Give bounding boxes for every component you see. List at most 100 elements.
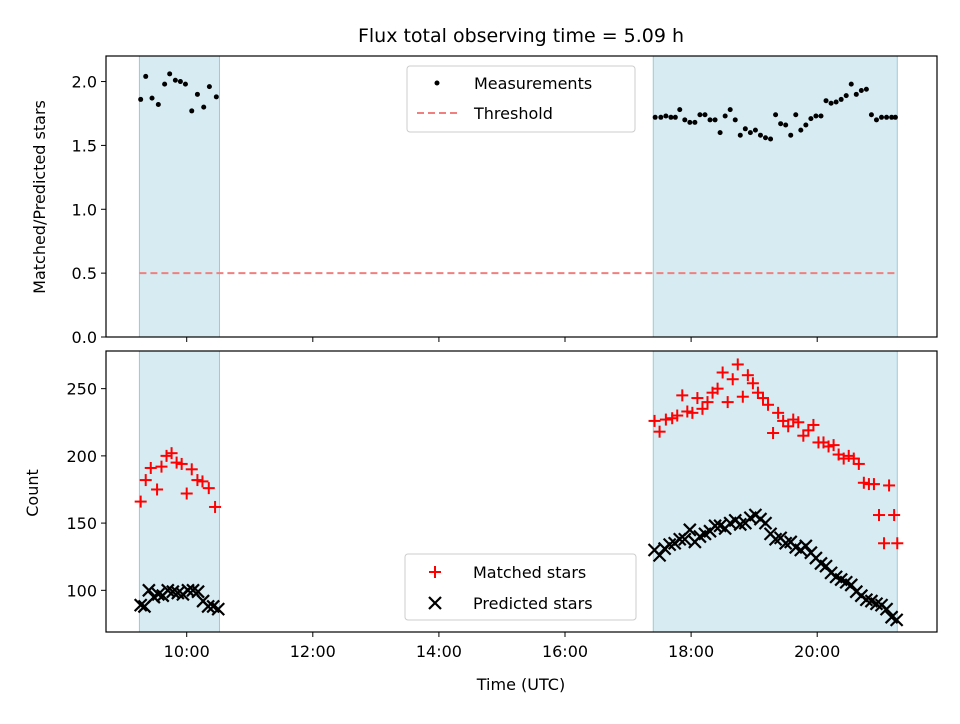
y-tick-label: 150	[66, 514, 97, 533]
measurements-point	[658, 114, 664, 120]
top-legend: Measurements Threshold	[406, 65, 636, 133]
x-tick-label: 16:00	[542, 642, 588, 661]
measurements-point	[717, 130, 723, 136]
bottom-panel: 100 150 200 250 10:00 12:00 14:00 16:00 18:00 20…	[23, 350, 938, 694]
measurements-point	[879, 114, 885, 120]
predicted-stars-point	[889, 613, 904, 627]
measurements-point	[873, 117, 879, 123]
measurements-point	[798, 127, 804, 133]
legend-predicted-marker	[428, 596, 442, 610]
matched-stars-point	[787, 413, 800, 426]
legend-measurements-label: Measurements	[474, 74, 592, 93]
measurements-point	[868, 112, 874, 118]
predicted-stars-point	[758, 516, 773, 530]
matched-stars-point	[185, 463, 198, 476]
measurements-point	[783, 122, 789, 128]
measurements-point	[742, 126, 748, 132]
matched-stars-point	[160, 449, 173, 462]
y-tick-label: 100	[66, 581, 97, 600]
predicted-stars-point	[201, 599, 215, 614]
matched-stars-point	[696, 402, 709, 415]
matched-stars-point	[782, 420, 795, 433]
measurements-point	[808, 116, 814, 122]
measurements-point	[803, 122, 809, 128]
matched-stars-point	[756, 392, 769, 405]
measurements-point	[672, 114, 678, 120]
measurements-point	[687, 119, 693, 125]
predicted-stars-point	[652, 548, 667, 563]
chart-title: Flux total observing time = 5.09 h	[358, 25, 684, 47]
top-y-axis-label: Matched/Predicted stars	[30, 100, 49, 294]
matched-stars-point	[797, 429, 810, 442]
top-panel: Flux total observing time = 5.09 h 0.0 0.…	[30, 25, 938, 347]
matched-stars-point	[822, 440, 835, 453]
matched-stars-point	[751, 386, 764, 399]
measurements-point	[793, 112, 799, 118]
measurements-point	[162, 81, 168, 87]
x-tick-label: 10:00	[164, 642, 210, 661]
measurements-point	[768, 136, 774, 142]
measurements-point	[863, 86, 869, 92]
predicted-stars-point	[683, 523, 697, 537]
y-tick-label: 2.0	[72, 73, 97, 92]
legend-predicted-label: Predicted stars	[473, 594, 593, 613]
legend-matched-marker	[429, 566, 441, 578]
measurements-point	[853, 91, 859, 97]
matched-stars-point	[134, 495, 147, 508]
matched-stars-point	[721, 396, 734, 409]
matched-stars-point	[196, 475, 209, 488]
predicted-stars-point	[151, 587, 166, 602]
matched-stars-point	[202, 482, 215, 495]
matched-stars-point	[681, 405, 694, 418]
matched-stars-point	[165, 447, 178, 460]
predicted-stars-point	[879, 602, 894, 616]
x-tick-label: 14:00	[416, 642, 462, 661]
measurements-point	[206, 84, 212, 90]
top-plot-frame	[105, 55, 938, 338]
predicted-stars-point	[819, 559, 833, 573]
matched-stars-point	[807, 418, 820, 431]
matched-stars-point	[792, 416, 805, 429]
y-tick-label: 200	[66, 447, 97, 466]
matched-stars-point	[802, 424, 815, 437]
measurements-point	[663, 113, 669, 119]
predicted-stars-point	[869, 596, 884, 611]
bottom-y-axis-label: Count	[23, 469, 42, 517]
measurements-point	[722, 113, 728, 119]
matched-stars-point	[857, 476, 870, 489]
observing-window-1	[138, 55, 220, 338]
matched-stars-point	[736, 390, 749, 403]
measurements-point	[172, 77, 178, 83]
predicted-stars-point	[778, 536, 793, 551]
matched-stars-point	[671, 409, 684, 422]
matched-stars-point	[726, 373, 739, 386]
predicted-stars-point	[191, 584, 205, 599]
matched-stars-point	[837, 452, 850, 465]
measurements-point	[201, 104, 207, 110]
predicted-stars-point	[662, 537, 677, 552]
predicted-stars-point	[186, 583, 200, 598]
predicted-stars-point	[161, 583, 175, 598]
measurements-point	[727, 107, 733, 113]
measurements-point	[213, 94, 219, 100]
matched-stars-point	[659, 413, 672, 426]
measurements-point	[182, 81, 188, 87]
predicted-stars-point	[708, 519, 722, 533]
matched-stars-point	[883, 479, 896, 492]
measurements-point	[143, 73, 149, 79]
matched-stars-point	[878, 537, 891, 550]
measurements-point	[858, 87, 864, 93]
x-axis-label: Time (UTC)	[476, 675, 565, 694]
predicted-stars-point	[844, 578, 859, 592]
measurements-point	[747, 130, 753, 136]
measurements-point	[652, 114, 658, 120]
measurements-point	[189, 108, 195, 114]
measurements-point	[707, 117, 713, 123]
measurements-point	[677, 107, 683, 113]
predicted-stars-point	[799, 539, 813, 553]
matched-stars-point	[777, 414, 790, 427]
matched-stars-point	[827, 439, 840, 452]
measurements-point	[737, 132, 743, 138]
matched-stars-point	[711, 382, 724, 395]
measurements-point	[692, 119, 698, 125]
